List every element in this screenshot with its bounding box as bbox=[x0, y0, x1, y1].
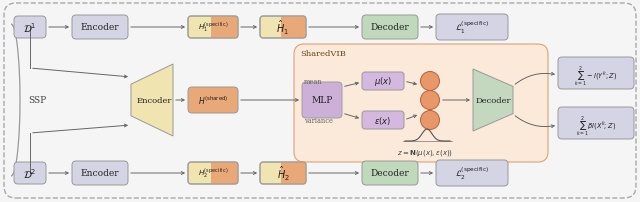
Text: $\hat{H}_2$: $\hat{H}_2$ bbox=[276, 164, 289, 182]
FancyBboxPatch shape bbox=[362, 112, 404, 129]
FancyBboxPatch shape bbox=[188, 162, 238, 184]
Text: $H^{\rm (shared)}$: $H^{\rm (shared)}$ bbox=[198, 94, 228, 107]
FancyBboxPatch shape bbox=[362, 16, 418, 40]
Text: $\sum_{k=1}^{2}-I(Y^k;Z)$: $\sum_{k=1}^{2}-I(Y^k;Z)$ bbox=[574, 64, 618, 87]
Text: $\mathcal{L}_1^{\rm (specific)}$: $\mathcal{L}_1^{\rm (specific)}$ bbox=[455, 20, 489, 36]
FancyBboxPatch shape bbox=[362, 161, 418, 185]
Text: $\varepsilon(x)$: $\varepsilon(x)$ bbox=[374, 115, 392, 126]
Bar bbox=[281, 17, 306, 39]
Circle shape bbox=[420, 72, 440, 91]
Text: $\hat{H}_1$: $\hat{H}_1$ bbox=[276, 19, 289, 37]
Text: Encoder: Encoder bbox=[81, 23, 119, 32]
Text: $\sum_{k=1}^{2}\beta I(X^k;Z)$: $\sum_{k=1}^{2}\beta I(X^k;Z)$ bbox=[576, 114, 616, 137]
Bar bbox=[281, 162, 306, 184]
Circle shape bbox=[420, 111, 440, 130]
Text: $H_1^{\rm (specific)}$: $H_1^{\rm (specific)}$ bbox=[198, 21, 228, 35]
Text: Encoder: Encoder bbox=[81, 169, 119, 178]
Polygon shape bbox=[131, 65, 173, 136]
Text: $\mathcal{L}_2^{\rm (specific)}$: $\mathcal{L}_2^{\rm (specific)}$ bbox=[455, 165, 489, 181]
FancyBboxPatch shape bbox=[188, 17, 238, 39]
FancyBboxPatch shape bbox=[260, 162, 306, 184]
Circle shape bbox=[420, 91, 440, 110]
FancyBboxPatch shape bbox=[14, 17, 46, 39]
Text: Decoder: Decoder bbox=[476, 97, 511, 104]
Text: Decoder: Decoder bbox=[371, 169, 410, 178]
Text: $\mathcal{D}^1$: $\mathcal{D}^1$ bbox=[23, 21, 36, 35]
FancyBboxPatch shape bbox=[436, 15, 508, 41]
Text: $z = \mathbf{N}(\mu(x), \varepsilon(x))$: $z = \mathbf{N}(\mu(x), \varepsilon(x))$ bbox=[397, 147, 453, 157]
Text: SharedVIB: SharedVIB bbox=[300, 50, 346, 58]
FancyBboxPatch shape bbox=[260, 17, 306, 39]
FancyBboxPatch shape bbox=[72, 16, 128, 40]
Text: mean: mean bbox=[304, 78, 323, 86]
Bar bbox=[211, 162, 238, 184]
FancyBboxPatch shape bbox=[558, 107, 634, 139]
Text: $\mu(x)$: $\mu(x)$ bbox=[374, 75, 392, 88]
Text: Encoder: Encoder bbox=[136, 97, 172, 104]
FancyBboxPatch shape bbox=[294, 45, 548, 162]
FancyBboxPatch shape bbox=[558, 58, 634, 89]
Text: $H_2^{\rm (specific)}$: $H_2^{\rm (specific)}$ bbox=[198, 166, 228, 180]
FancyBboxPatch shape bbox=[436, 160, 508, 186]
Polygon shape bbox=[473, 70, 513, 131]
Text: MLP: MLP bbox=[311, 96, 333, 105]
Text: variance: variance bbox=[304, 116, 333, 124]
FancyBboxPatch shape bbox=[302, 83, 342, 118]
FancyBboxPatch shape bbox=[188, 87, 238, 114]
FancyBboxPatch shape bbox=[362, 73, 404, 90]
Text: $\mathcal{D}^2$: $\mathcal{D}^2$ bbox=[23, 166, 36, 180]
Text: Decoder: Decoder bbox=[371, 23, 410, 32]
FancyBboxPatch shape bbox=[72, 161, 128, 185]
Bar bbox=[211, 17, 238, 39]
Text: SSP: SSP bbox=[28, 96, 46, 105]
FancyBboxPatch shape bbox=[14, 162, 46, 184]
